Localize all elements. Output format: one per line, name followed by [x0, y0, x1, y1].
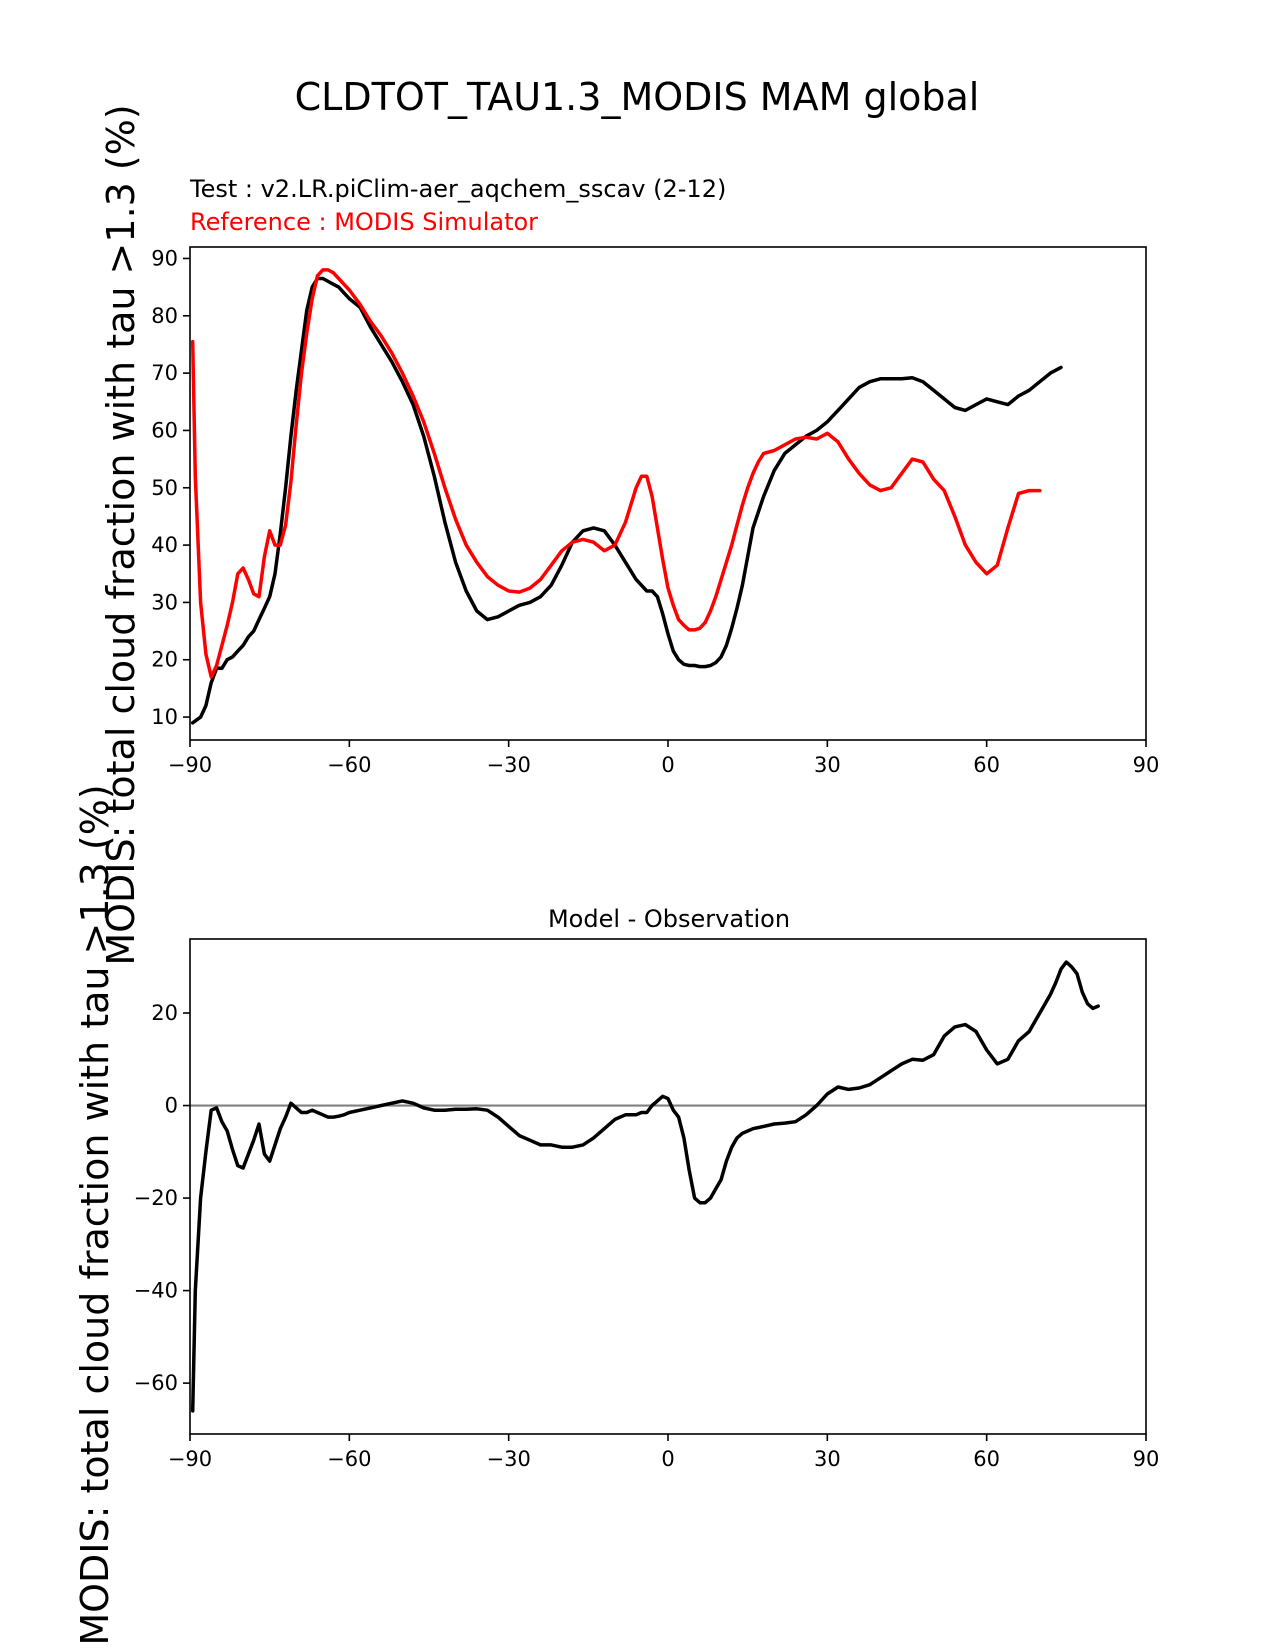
figure-title: CLDTOT_TAU1.3_MODIS MAM global [295, 75, 980, 119]
series-line-model-observation [190, 960, 1100, 1413]
y-tick-label: 70 [151, 361, 178, 385]
y-tick-label: 0 [165, 1094, 178, 1118]
y-tick-label: −40 [134, 1279, 178, 1303]
y-tick-label: 80 [151, 304, 178, 328]
difference-panel-title: Model - Observation [548, 905, 790, 933]
x-tick-label: −90 [168, 1447, 212, 1471]
y-tick-label: 50 [151, 476, 178, 500]
x-tick-label: 0 [661, 1447, 674, 1471]
series-line-reference [190, 268, 1042, 679]
y-tick-label: 40 [151, 533, 178, 557]
x-tick-label: 90 [1133, 1447, 1160, 1471]
y-axis-label-bottom: MODIS: total cloud fraction with tau >1.… [73, 784, 117, 1645]
x-tick-label: −60 [327, 753, 371, 777]
x-tick-label: 30 [814, 1447, 841, 1471]
x-tick-label: 0 [661, 753, 674, 777]
test-label: Test : v2.LR.piClim-aer_aqchem_sscav (2-… [189, 175, 726, 203]
x-tick-label: 60 [973, 753, 1000, 777]
x-tick-label: 30 [814, 753, 841, 777]
y-tick-label: 90 [151, 246, 178, 270]
reference-label: Reference : MODIS Simulator [190, 208, 538, 236]
x-tick-label: −90 [168, 753, 212, 777]
y-tick-label: 10 [151, 705, 178, 729]
x-tick-label: −30 [487, 1447, 531, 1471]
difference-panel: −90 −60 −30 0 30 60 90 −60 −40 −20 0 20 [134, 938, 1160, 1471]
y-tick-label: 20 [151, 648, 178, 672]
x-tick-label: −60 [327, 1447, 371, 1471]
y-tick-label: −60 [134, 1371, 178, 1395]
x-tick-label: −30 [487, 753, 531, 777]
series-line-test [190, 276, 1063, 725]
y-tick-label: 30 [151, 590, 178, 614]
y-axis-label-top: MODIS: total cloud fraction with tau >1.… [99, 104, 143, 965]
top-panel: −90 −60 −30 0 30 60 90 10 20 30 40 50 60 70 80 90 [151, 246, 1159, 777]
y-tick-label: 20 [151, 1001, 178, 1025]
x-tick-label: 90 [1133, 753, 1160, 777]
x-tick-label: 60 [973, 1447, 1000, 1471]
y-tick-label: 60 [151, 418, 178, 442]
y-tick-label: −20 [134, 1186, 178, 1210]
